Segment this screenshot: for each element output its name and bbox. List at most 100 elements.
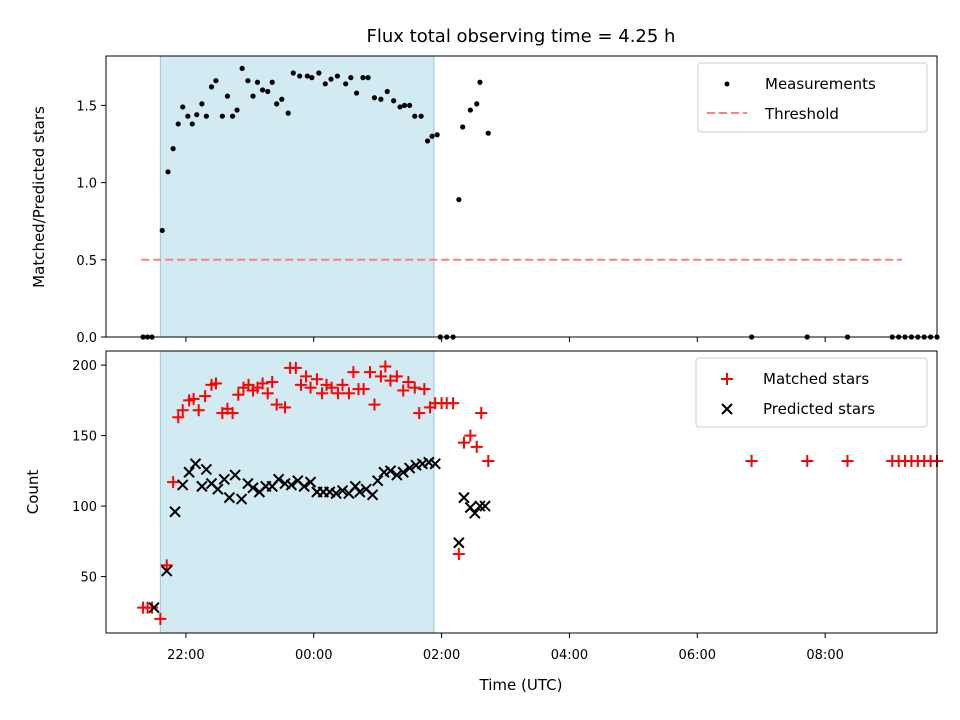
matched-star-point (232, 388, 245, 401)
predicted-star-point (223, 491, 236, 504)
matched-star-point (413, 407, 426, 420)
measurement-point (429, 133, 435, 139)
measurement-point (185, 113, 191, 119)
measurement-point (365, 75, 371, 81)
measurement-point (229, 113, 236, 119)
measurement-point (239, 65, 245, 71)
top-ytick-label: 1.0 (76, 177, 97, 192)
matched-star-point (402, 376, 415, 389)
matched-star-point (364, 366, 377, 379)
matched-star-point (325, 381, 338, 394)
matched-star-point (289, 361, 302, 374)
predicted-star-point (212, 483, 224, 495)
measurement-point (213, 78, 219, 84)
measurement-point (274, 101, 280, 107)
predicted-star-point (469, 507, 481, 519)
measurement-point (384, 88, 390, 95)
measurement-point (234, 107, 240, 113)
matched-star-point (464, 429, 477, 442)
measurement-point (407, 102, 413, 109)
bottom-y-axis-label: Count (24, 470, 42, 515)
matched-star-point (172, 411, 185, 424)
predicted-star-point (272, 473, 285, 486)
bottom-ytick-label: 100 (72, 500, 97, 515)
measurement-point (279, 96, 285, 102)
bottom-legend: Matched stars Predicted stars (695, 357, 928, 428)
bottom-ytick-label: 150 (72, 430, 97, 445)
predicted-star-point (200, 463, 213, 476)
measurement-point (165, 169, 171, 175)
measurement-point (285, 110, 291, 116)
matched-star-point (457, 436, 470, 449)
legend-label-matched-stars: Matched stars (763, 370, 869, 388)
x-axis-label: Time (UTC) (479, 676, 563, 694)
measurement-point (334, 73, 341, 79)
measurement-point (322, 81, 328, 87)
measurement-point (260, 87, 266, 93)
matched-star-point (342, 387, 355, 400)
predicted-star-point (479, 500, 491, 512)
bottom-shaded-span (159, 351, 435, 633)
matched-star-point (841, 454, 854, 467)
matched-star-point (304, 381, 317, 394)
xtick-label: 08:00 (806, 648, 843, 663)
measurement-point (175, 121, 181, 127)
measurement-point (343, 81, 349, 87)
matched-star-point (237, 381, 250, 394)
predicted-star-point (161, 565, 173, 577)
measurement-point (460, 124, 466, 130)
top-panel: 0.0 0.5 1.0 1.5 Matched/Predicted stars Mea… (30, 55, 940, 346)
matched-star-point (278, 401, 291, 414)
measurement-point (353, 90, 360, 96)
predicted-star-point (304, 476, 317, 488)
predicted-star-point (235, 493, 248, 505)
measurement-point (170, 146, 176, 152)
legend-marker-matched-stars (721, 373, 733, 385)
top-y-axis-label: Matched/Predicted stars (30, 106, 48, 288)
predicted-star-point (474, 500, 486, 512)
matched-star-point (368, 398, 381, 411)
legend-label-predicted-stars: Predicted stars (763, 400, 875, 418)
matched-star-point (390, 370, 403, 383)
measurement-point (424, 138, 431, 144)
measurement-point (194, 112, 200, 118)
predicted-star-point (229, 469, 241, 481)
top-plot-frame (105, 55, 938, 338)
bottom-ytick-label: 200 (72, 359, 97, 374)
top-ytick-label: 0.0 (76, 331, 97, 346)
measurement-point (208, 84, 215, 90)
matched-star-point (167, 476, 180, 489)
top-ytick-label: 0.5 (76, 254, 97, 269)
predicted-star-point (403, 462, 416, 474)
measurement-point (418, 113, 424, 119)
measurement-point (477, 79, 483, 85)
measurement-point (265, 88, 271, 95)
matched-star-point (447, 397, 460, 410)
predicted-star-point (218, 473, 230, 486)
measurement-point (456, 196, 462, 203)
predicted-star-point (384, 465, 397, 477)
legend-marker-measurements (724, 81, 730, 87)
measurement-point (378, 96, 384, 102)
measurement-point (485, 130, 491, 136)
predicted-star-point (397, 466, 409, 478)
matched-star-point (154, 612, 167, 625)
matched-star-point (347, 366, 360, 379)
measurement-point (328, 76, 334, 82)
measurement-point (304, 73, 310, 79)
measurement-point (290, 70, 296, 76)
predicted-star-point (183, 466, 195, 478)
matched-star-point (187, 392, 200, 405)
matched-star-point (146, 601, 159, 614)
predicted-star-point (189, 458, 202, 470)
top-ytick-label: 1.5 (76, 99, 97, 114)
xtick-label: 00:00 (295, 648, 332, 663)
legend-label-measurements: Measurements (765, 75, 876, 93)
matched-star-point (226, 407, 239, 420)
matched-star-point (256, 377, 269, 390)
matched-star-point (270, 398, 283, 411)
matched-star-point (470, 440, 483, 453)
predicted-star-point (148, 601, 160, 614)
measurement-point (180, 104, 186, 110)
measurement-point (412, 113, 418, 119)
